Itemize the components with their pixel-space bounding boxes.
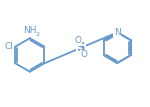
Text: O: O (74, 36, 81, 45)
Text: NH: NH (23, 26, 37, 35)
Text: 2: 2 (36, 32, 40, 37)
Text: O: O (80, 50, 87, 59)
Text: Cl: Cl (5, 42, 14, 51)
Text: N: N (114, 28, 121, 37)
Text: S: S (76, 41, 85, 54)
